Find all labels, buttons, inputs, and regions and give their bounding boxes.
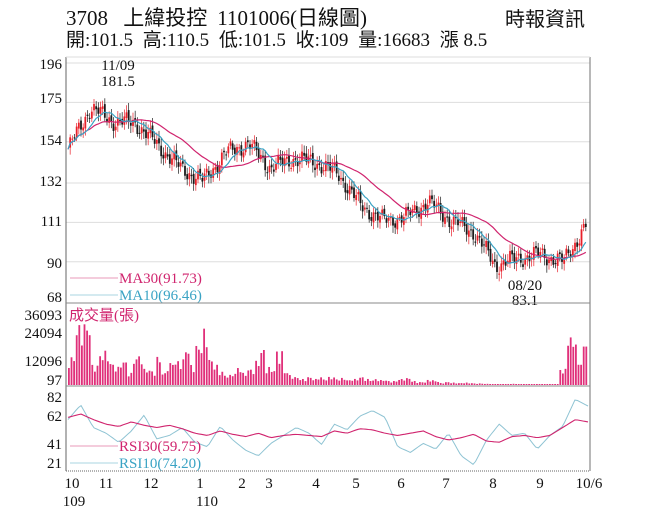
rsi30-line	[67, 413, 589, 443]
price-tick: 90	[47, 256, 62, 272]
price-tick: 154	[40, 133, 63, 149]
x-tick-month: 7	[442, 476, 450, 492]
price-tick: 68	[47, 290, 62, 306]
volume-value: 量:16683	[358, 30, 430, 51]
x-tick-month: 11	[99, 476, 113, 492]
stock-name: 上緯投控	[123, 6, 208, 30]
rsi10-legend: RSI10(74.20)	[119, 456, 201, 472]
x-tick-month: 8	[489, 476, 497, 492]
x-tick-month: 12	[144, 476, 159, 492]
x-axis: 10 11 12 1 2 3 4 5 6 7 8 9 10/6 109 110	[63, 476, 603, 510]
x-tick-month: 1	[196, 476, 204, 492]
ma30-line	[67, 119, 587, 260]
x-tick-month: 2	[238, 476, 246, 492]
price-tick: 175	[40, 91, 63, 107]
ohlc-summary: 開:101.5 高:110.5 低:101.5 收:109 量:16683 漲 …	[66, 30, 492, 52]
price-tick: 196	[40, 57, 63, 73]
rsi-tick: 21	[47, 456, 62, 472]
ma30-legend: MA30(91.73)	[119, 271, 202, 287]
price-tick: 132	[40, 174, 63, 190]
volume-tick: 36093	[25, 308, 63, 324]
change-value: 漲 8.5	[439, 30, 488, 51]
volume-tick: 24094	[25, 326, 63, 342]
volume-panel: 36093 24094 12096 97 成交量(張)	[25, 306, 588, 389]
source-label: 時報資訊	[505, 9, 585, 31]
high-date-annotation: 11/09	[101, 58, 135, 74]
close-value: 收:109	[295, 30, 349, 51]
x-tick-month: 3	[265, 476, 273, 492]
low-value-annotation: 83.1	[512, 293, 538, 309]
x-tick-month: 9	[536, 476, 544, 492]
x-tick-year: 109	[63, 494, 86, 510]
candlesticks	[69, 98, 587, 282]
ma10-legend: MA10(96.46)	[119, 288, 202, 304]
x-tick-month: 4	[312, 476, 320, 492]
low-date-annotation: 08/20	[508, 278, 542, 294]
open-value: 開:101.5	[66, 30, 134, 51]
x-tick-year: 110	[196, 494, 218, 510]
volume-bars	[68, 324, 588, 385]
price-panel: 196 175 154 132 111 90 68 11/09 181.5 08…	[40, 57, 590, 309]
high-value: 高:110.5	[142, 30, 210, 51]
chart-title: 3708 上緯投控 1101006(日線圖)	[66, 6, 377, 30]
panel-frames	[65, 56, 591, 472]
price-y-axis: 196 175 154 132 111 90 68	[40, 57, 63, 306]
x-tick-month: 6	[397, 476, 405, 492]
price-tick: 111	[41, 214, 62, 230]
rsi30-legend: RSI30(59.75)	[119, 439, 201, 455]
volume-title: 成交量(張)	[69, 306, 139, 324]
volume-tick: 97	[47, 373, 63, 389]
low-value: 低:101.5	[218, 30, 286, 51]
high-value-annotation: 181.5	[101, 74, 135, 90]
ma10-line	[67, 111, 587, 264]
date-type: 1101006(日線圖)	[217, 6, 367, 30]
x-tick-month: 10	[65, 476, 80, 492]
rsi-tick: 41	[47, 437, 62, 453]
rsi-panel: 82 62 41 21 RSI30(59.75) RSI10(74.20)	[47, 390, 589, 472]
rsi-tick: 82	[47, 390, 62, 406]
volume-tick: 12096	[25, 354, 63, 370]
x-tick-month: 10/6	[576, 476, 603, 492]
rsi-tick: 62	[47, 409, 62, 425]
stock-code: 3708	[66, 6, 108, 30]
x-tick-month: 5	[352, 476, 360, 492]
